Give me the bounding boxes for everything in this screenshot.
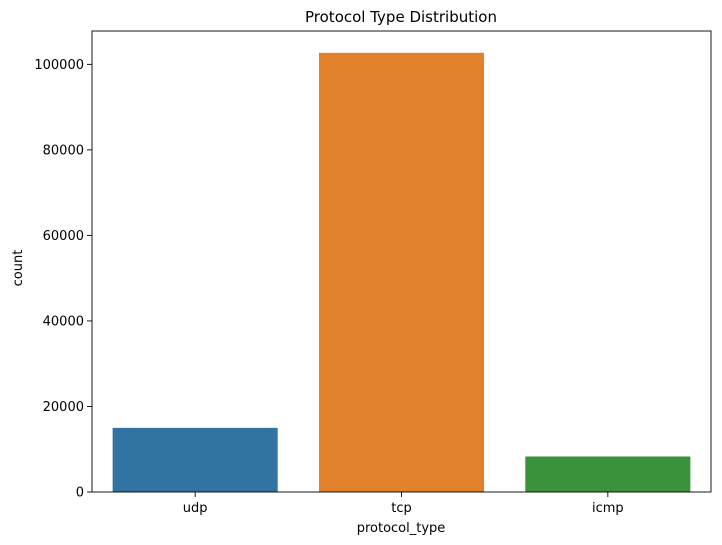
y-axis-title: count xyxy=(11,250,26,287)
y-tick-label: 100000 xyxy=(34,58,84,73)
bar-udp xyxy=(112,427,278,492)
x-tick-label: udp xyxy=(183,501,208,516)
bar-tcp xyxy=(318,52,485,492)
y-tick-label: 80000 xyxy=(43,143,84,158)
x-tick-label: tcp xyxy=(391,501,412,516)
plot-area: 0 20000 40000 60000 80000 100000 udp tcp icmp xyxy=(34,30,712,516)
y-tick-label: 20000 xyxy=(43,400,84,415)
bar-icmp xyxy=(525,456,691,492)
chart-title: Protocol Type Distribution xyxy=(305,8,497,26)
y-tick-label: 60000 xyxy=(43,229,84,244)
x-axis-title: protocol_type xyxy=(357,521,446,536)
y-tick-label: 0 xyxy=(76,486,84,501)
y-tick-label: 40000 xyxy=(43,314,84,329)
x-tick-label: icmp xyxy=(592,501,624,516)
